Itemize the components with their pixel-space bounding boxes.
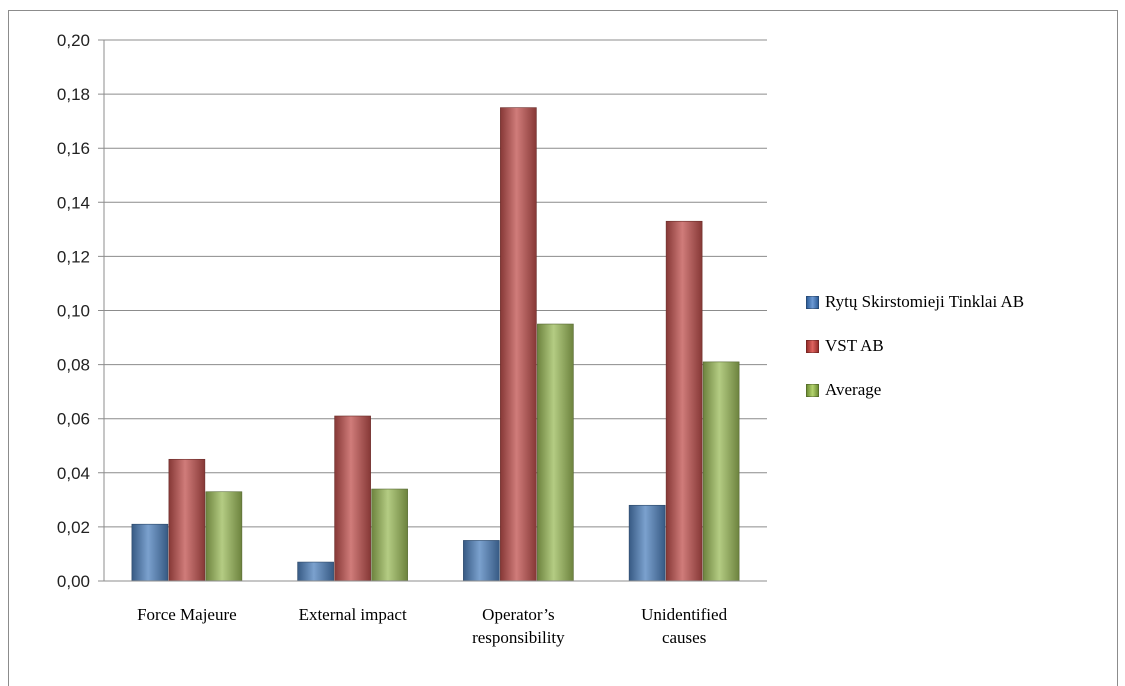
y-tick-label: 0,00 — [57, 572, 90, 591]
bar-average-2 — [537, 323, 574, 582]
bar-ryt-skirstomieji-tinklai-ab-2 — [463, 540, 500, 582]
axes — [98, 40, 767, 582]
y-tick-label: 0,14 — [57, 193, 90, 212]
legend-swatch-vst — [806, 339, 819, 353]
x-axis-categories: Force Majeure External impact Operator’s re… — [137, 605, 728, 647]
y-tick-label: 0,16 — [57, 139, 90, 158]
bar-ryt-skirstomieji-tinklai-ab-0 — [131, 523, 169, 582]
y-tick-label: 0,02 — [57, 518, 90, 537]
legend: Rytų Skirstomieji Tinklai AB VST AB Aver… — [806, 292, 1024, 424]
legend-label-rytu: Rytų Skirstomieji Tinklai AB — [825, 292, 1025, 311]
bar-vst-ab-2 — [500, 107, 537, 582]
bar-average-3 — [702, 361, 740, 582]
bar-vst-ab-1 — [334, 415, 371, 582]
x-category-label: Unidentified causes — [641, 605, 727, 647]
legend-swatch-average — [806, 383, 819, 397]
bar-ryt-skirstomieji-tinklai-ab-1 — [297, 561, 334, 582]
legend-label-average: Average — [825, 380, 882, 399]
x-category-label: Force Majeure — [137, 605, 237, 624]
x-category-label: Operator’s responsibility — [472, 605, 565, 647]
bar-ryt-skirstomieji-tinklai-ab-3 — [628, 504, 666, 582]
legend-item-rytu: Rytų Skirstomieji Tinklai AB — [806, 292, 1024, 312]
y-axis-ticks: 0,00 0,02 0,04 0,06 0,08 0,10 0,12 0,14 0,16 0,18… — [57, 31, 90, 591]
legend-swatch-rytu — [806, 295, 819, 309]
y-tick-label: 0,18 — [57, 85, 90, 104]
y-tick-label: 0,04 — [57, 464, 90, 483]
y-tick-label: 0,08 — [57, 356, 90, 375]
bar-average-1 — [371, 488, 408, 582]
y-tick-label: 0,10 — [57, 302, 90, 321]
gridlines — [98, 39, 767, 528]
legend-label-vst: VST AB — [825, 336, 884, 355]
legend-item-average: Average — [806, 380, 1024, 400]
y-tick-label: 0,06 — [57, 410, 90, 429]
y-tick-label: 0,12 — [57, 247, 90, 266]
bar-vst-ab-3 — [665, 220, 703, 582]
bar-vst-ab-0 — [168, 458, 206, 582]
bar-average-0 — [205, 491, 243, 582]
y-tick-label: 0,20 — [57, 31, 90, 50]
legend-item-vst: VST AB — [806, 336, 1024, 356]
bars — [131, 107, 740, 582]
x-category-label: External impact — [299, 605, 407, 624]
